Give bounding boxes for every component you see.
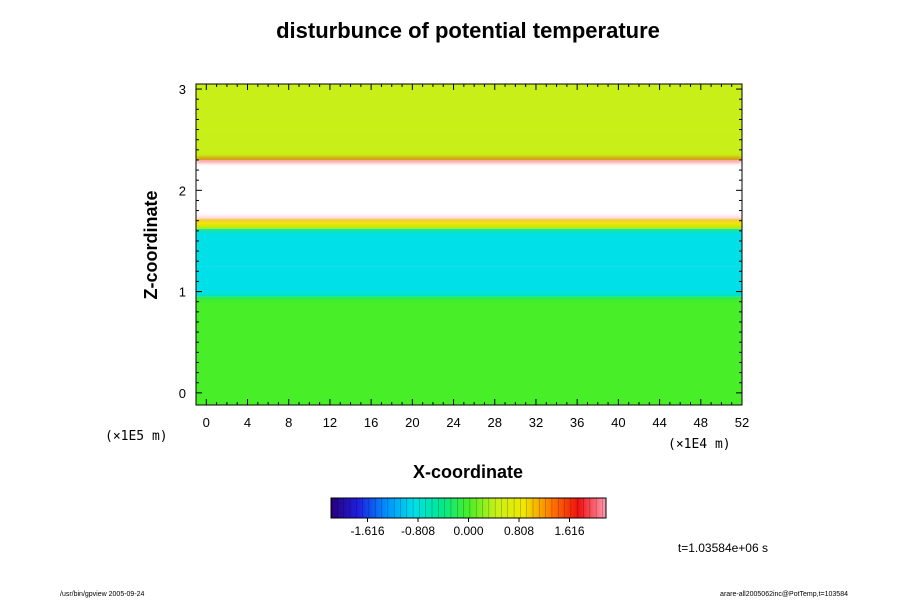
x-tick-label: 40 [611, 415, 625, 430]
colorbar-tick-label: 1.616 [554, 524, 584, 538]
colorbar-tick-label: 0.808 [504, 524, 534, 538]
x-tick-label: 20 [405, 415, 419, 430]
layer-blend [196, 216, 742, 221]
heatmap-layer [196, 296, 742, 405]
x-tick-label: 52 [735, 415, 749, 430]
colorbar-tick-label: -1.616 [350, 524, 384, 538]
x-unit-label: (×1E4 m) [668, 437, 731, 452]
footer-right: arare-all2005062inc@PotTemp,t=103584 [720, 591, 848, 598]
heatmap-layer [196, 129, 742, 160]
x-tick-label: 48 [694, 415, 708, 430]
colorbar-ticks: -1.616 -0.808 0.000 0.808 1.616 [350, 518, 585, 538]
heatmap-layer [196, 159, 742, 219]
colorbar: -1.616 -0.808 0.000 0.808 1.616 [330, 497, 607, 538]
layer-blend [196, 226, 742, 231]
plot-area [196, 84, 742, 405]
heatmap-details [196, 127, 742, 299]
x-tick-label: 8 [285, 415, 292, 430]
x-axis-title: X-coordinate [413, 462, 523, 482]
x-tick-label: 32 [529, 415, 543, 430]
x-tick-label: 24 [446, 415, 460, 430]
colorbar-tick-label: 0.000 [453, 524, 483, 538]
layer-blend [196, 244, 742, 249]
heatmap-layer [196, 228, 742, 247]
heatmap-layer [196, 246, 742, 267]
layer-blend [196, 264, 742, 269]
colorbar-tick-label: -0.808 [401, 524, 435, 538]
heatmap-layer [196, 84, 742, 130]
y-axis-title: Z-coordinate [141, 190, 161, 299]
layer-blend [196, 157, 742, 162]
timestamp-label: t=1.03584e+06 s [678, 541, 768, 555]
footer-left: /usr/bin/gpview 2005-09-24 [60, 591, 145, 598]
x-tick-label: 44 [652, 415, 666, 430]
heatmap-layer [196, 218, 742, 229]
y-tick-label: 0 [179, 386, 186, 401]
x-tick-label: 4 [244, 415, 251, 430]
chart-title: disturbunce of potential temperature [276, 18, 660, 43]
x-tick-label: 0 [203, 415, 210, 430]
x-tick-label: 28 [488, 415, 502, 430]
y-tick-label: 1 [179, 285, 186, 300]
heatmap-layer [196, 266, 742, 297]
plot-frame [195, 83, 743, 406]
x-tick-label: 12 [323, 415, 337, 430]
x-tick-label: 16 [364, 415, 378, 430]
y-unit-label: (×1E5 m) [105, 429, 168, 444]
layer-blend [196, 127, 742, 132]
x-axis-ticks: 0 4 8 12 16 20 24 28 32 36 40 44 48 52 [195, 84, 749, 430]
heatmap-layers [196, 84, 742, 405]
x-tick-label: 36 [570, 415, 584, 430]
layer-blend [196, 294, 742, 299]
y-tick-label: 2 [179, 183, 186, 198]
y-tick-label: 3 [179, 82, 186, 97]
colorbar-divisions [330, 498, 603, 518]
y-axis-ticks: 0 1 2 3 [179, 82, 742, 401]
